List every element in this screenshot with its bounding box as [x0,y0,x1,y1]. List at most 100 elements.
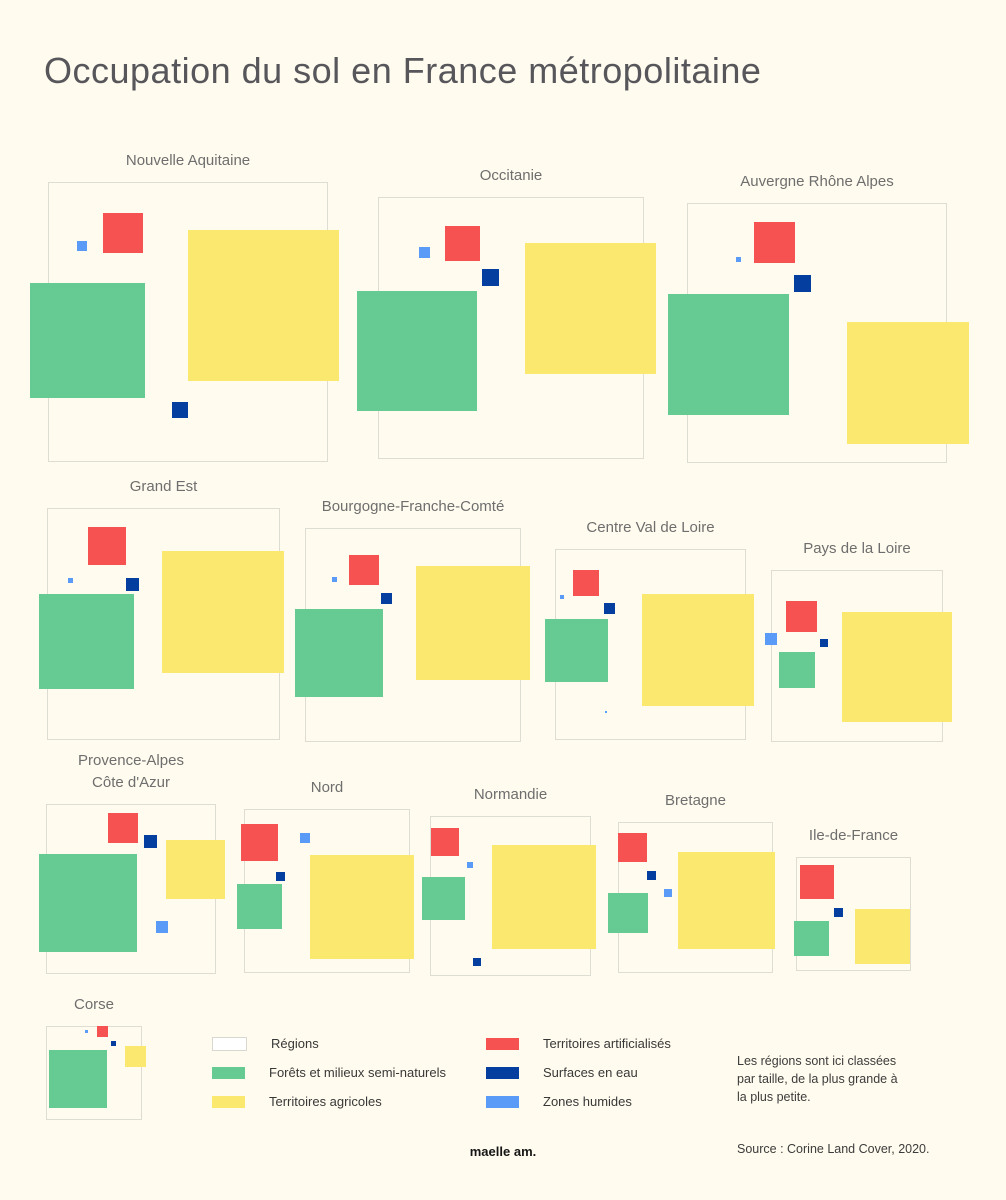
classement-note: Les régions sont ici classées par taille… [737,1054,898,1105]
legend-item-eau: Surfaces en eau [486,1065,671,1080]
artificialise-square [618,833,647,862]
region-label-nord: Nord [310,779,344,796]
region-label-pays-de-la-loire: Pays de la Loire [803,540,911,557]
humide-square [77,241,87,251]
humide-square [419,247,430,258]
region-label-grand-est: Grand Est [129,478,198,495]
agricole-square [416,566,530,680]
eau-square [834,908,843,917]
foret-square [422,877,465,920]
foret-square [545,619,608,682]
eau-square [482,269,499,286]
region-label-centre-val-de-loire: Centre Val de Loire [586,519,715,536]
notes-block: Les régions sont ici classées par taille… [737,1034,955,1176]
legend-label: Zones humides [543,1094,632,1109]
legend-item-forets: Forêts et milieux semi-naturels [212,1065,446,1080]
source-note: Source : Corine Land Cover, 2020. [737,1141,930,1156]
foret-square [779,652,815,688]
humide-square [560,595,564,599]
page-title: Occupation du sol en France métropolitai… [44,50,762,91]
legend-item-agricoles: Territoires agricoles [212,1094,446,1109]
eau-square [820,639,828,647]
artificialise-square [800,865,834,899]
agricole-square [166,840,225,899]
region-label-ile-de-france: Ile-de-France [808,827,899,844]
region-box-ile-de-france [796,857,911,971]
agricole-square [847,322,969,444]
eau-square [381,593,392,604]
humide-square [85,1030,88,1033]
artificialise-square [103,213,143,253]
eau-square [794,275,811,292]
footer-credit: maelle am. [469,1144,537,1159]
eau-square [126,578,139,591]
artificialise-square [349,555,379,585]
agricole-swatch [212,1095,245,1108]
humide-square [300,833,310,843]
legend-label: Surfaces en eau [543,1065,638,1080]
region-label-occitanie: Occitanie [479,167,543,184]
agricole-square [162,551,284,673]
eau-square [111,1041,116,1046]
artificialise-square [97,1026,108,1037]
humide-square [765,633,777,645]
legend-item-regions: Régions [212,1036,446,1051]
humide-square [156,921,168,933]
humide-square [68,578,73,583]
foret-square [49,1050,107,1108]
artificialise-square [88,527,126,565]
artificialise-square [108,813,138,843]
humide-square [467,862,473,868]
agricole-square [842,612,952,722]
agricole-square [310,855,414,959]
foret-square [357,291,477,411]
artificialise-swatch [486,1037,519,1050]
artificialise-square [445,226,480,261]
eau-swatch [486,1066,519,1079]
artificialise-square [786,601,817,632]
eau-square [276,872,285,881]
region-swatch [212,1036,247,1051]
foret-square [39,594,134,689]
foret-square [608,893,648,933]
eau-square [473,958,481,966]
artificialise-square [573,570,599,596]
region-box-corse [46,1026,142,1120]
foret-square [30,283,145,398]
region-label-auvergne-rhone-alpes: Auvergne Rhône Alpes [740,173,894,190]
humide-square [736,257,741,262]
eau-square [172,402,188,418]
legend-item-humides: Zones humides [486,1094,671,1109]
region-label-bourgogne-franche-comte: Bourgogne-Franche-Comté [321,498,505,515]
eau-square [647,871,656,880]
eau-square [144,835,157,848]
artificialise-square [754,222,795,263]
region-label-provence-alpes-cote-dazur: Provence-Alpes Côte d'Azur [78,752,184,791]
agricole-square [678,852,775,949]
region-label-nouvelle-aquitaine: Nouvelle Aquitaine [125,152,251,169]
region-label-normandie: Normandie [473,786,548,803]
agricole-square [525,243,656,374]
humide-square [332,577,337,582]
artificialise-square [431,828,459,856]
legend-label: Forêts et milieux semi-naturels [269,1065,446,1080]
artificialise-square [241,824,278,861]
agricole-square [125,1046,146,1067]
humide-square [605,711,607,713]
legend-right: Territoires artificialisés Surfaces en e… [486,1036,671,1109]
region-label-corse: Corse [73,996,115,1013]
legend-label: Territoires artificialisés [543,1036,671,1051]
legend-label: Régions [271,1036,319,1051]
agricole-square [642,594,754,706]
foret-swatch [212,1066,245,1079]
eau-square [604,603,615,614]
legend-item-artificialises: Territoires artificialisés [486,1036,671,1051]
foret-square [39,854,137,952]
agricole-square [492,845,596,949]
region-label-bretagne: Bretagne [665,792,726,809]
legend-label: Territoires agricoles [269,1094,382,1109]
agricole-square [188,230,339,381]
humide-square [664,889,672,897]
legend-left: Régions Forêts et milieux semi-naturels … [212,1036,446,1109]
